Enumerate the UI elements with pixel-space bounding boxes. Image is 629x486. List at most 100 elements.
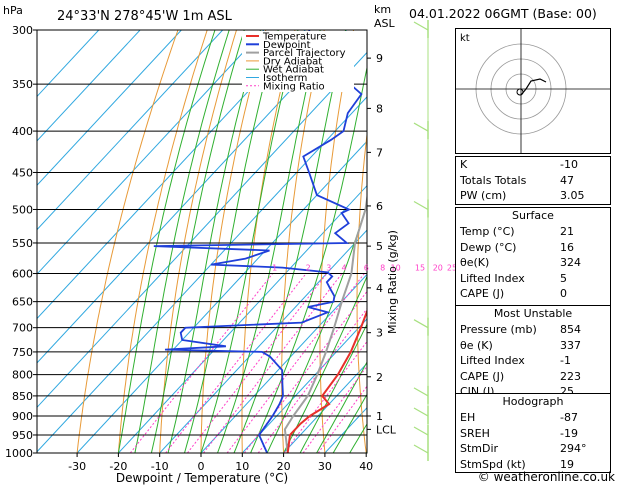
most-unstable-value: 854: [560, 323, 581, 336]
indices-rows: K -10 Totals Totals 47 PW (cm) 3.05: [456, 157, 610, 204]
isotherm-line: [241, 318, 367, 453]
wet-adiabat-line: [283, 275, 367, 453]
wind-barb-flag: [413, 444, 429, 454]
index-row: PW (cm) 3.05: [456, 188, 610, 204]
surface-value: 5: [560, 271, 567, 285]
most-unstable-title: Most Unstable: [493, 307, 573, 320]
hodograph: kt: [455, 28, 611, 154]
legend-entry: Temperature: [262, 32, 326, 43]
surface-label: Temp (°C): [460, 225, 515, 238]
most-unstable-label: θe (K): [460, 338, 493, 352]
wind-barb-flag: [413, 387, 429, 397]
wind-barb-flag: [413, 426, 429, 436]
dry-adiabat-line: [428, 30, 449, 453]
plot-frame: [36, 29, 368, 454]
pressure-tick-label: 1000: [5, 447, 33, 460]
hodograph-trace: [520, 78, 547, 96]
legend-entry: Wet Adiabat: [263, 65, 324, 76]
altitude-unit-label: ASL: [374, 17, 396, 30]
mixing-ratio-line: [165, 273, 307, 453]
hodograph-stat-value: -19: [560, 426, 578, 440]
wet-adiabat-line: [184, 30, 279, 453]
mixing-ratio-label: 6: [364, 264, 369, 273]
mixing-ratio-label: 4: [342, 264, 347, 273]
isotherm-line: [283, 362, 367, 453]
pressure-tick-label: 300: [12, 24, 33, 37]
most-unstable-label: CAPE (J): [460, 369, 505, 383]
most-unstable-value: 223: [560, 369, 581, 383]
axes: 3003504004505005506006507007508008509009…: [3, 3, 457, 485]
altitude-tick-label: 7: [376, 146, 383, 159]
altitude-tick-label: 6: [376, 200, 383, 213]
temperature-tick-label: 10: [235, 460, 249, 473]
dry-adiabat-line: [159, 30, 237, 453]
wind-barbs: [413, 20, 429, 461]
isotherm-line: [37, 30, 141, 142]
hodograph-stats-panel: Hodograph EH -87 SREH -19 StmDir 294° StmSpd (…: [455, 393, 611, 473]
surface-row: Lifted Index 5: [456, 271, 610, 287]
hodograph-stat-value: -87: [560, 411, 578, 424]
temperature-tick-label: -30: [68, 460, 86, 473]
altitude-unit-label: km: [374, 3, 391, 16]
pressure-tick-label: 450: [12, 166, 33, 179]
mixing-ratio-label: 2: [306, 264, 311, 273]
most-unstable-value: 337: [560, 338, 581, 352]
hodograph-stat-label: StmDir: [460, 442, 499, 455]
legend-box: [242, 31, 354, 92]
hodograph-unit-label: kt: [460, 33, 470, 44]
hodograph-stat-value: 294°: [560, 442, 587, 455]
mixing-ratio-label: 3: [326, 264, 331, 273]
dry-adiabat-line: [617, 30, 629, 453]
surface-rows: Temp (°C) 21 Dewp (°C) 16 θe(K) 324 Lifted Ind…: [456, 224, 610, 317]
most-unstable-label: Pressure (mb): [460, 323, 537, 336]
pressure-tick-label: 900: [12, 410, 33, 423]
indices-panel: K -10 Totals Totals 47 PW (cm) 3.05: [455, 156, 611, 205]
pressure-tick-label: 400: [12, 125, 33, 138]
mixing-ratio-label: 8: [380, 264, 385, 273]
index-value: 47: [560, 173, 574, 187]
temperature-tick-label: 40: [359, 460, 373, 473]
isotherm-line: [37, 30, 182, 186]
profiles: [153, 30, 367, 453]
surface-label: CAPE (J): [460, 287, 505, 300]
altitude-tick-label: 5: [376, 240, 383, 253]
pressure-tick-label: 550: [12, 237, 33, 250]
index-label: PW (cm): [460, 189, 507, 202]
index-label: Totals Totals: [460, 173, 527, 187]
hodograph-stats-title: Hodograph: [502, 395, 564, 408]
isotherm-line: [37, 30, 224, 231]
isotherm-line: [76, 140, 367, 453]
mixing-ratio-label: 10: [391, 264, 401, 273]
legend-entry: Isotherm: [263, 73, 307, 84]
hodograph-plot: kt: [456, 29, 610, 153]
most-unstable-value: -1: [560, 354, 571, 367]
temperature-profile: [286, 308, 367, 453]
hodograph-stat-row: EH -87: [456, 410, 610, 426]
most-unstable-row: Pressure (mb) 854: [456, 322, 610, 338]
most-unstable-row: CAPE (J) 223: [456, 369, 610, 385]
altitude-tick-label: 1: [376, 410, 383, 423]
hodograph-stat-row: StmSpd (kt) 19: [456, 457, 610, 473]
temperature-tick-label: 30: [318, 460, 332, 473]
dry-adiabat-line: [76, 30, 179, 453]
dewpoint-profile: [153, 30, 363, 453]
hodograph-stat-label: EH: [460, 411, 476, 424]
pressure-tick-label: 800: [12, 369, 33, 382]
dry-adiabat-line: [117, 30, 208, 453]
mixing-ratio-line: [187, 273, 328, 453]
legend-entry: Parcel Trajectory: [263, 48, 346, 59]
temperature-tick-label: 0: [198, 460, 205, 473]
surface-value: 0: [560, 287, 567, 300]
surface-row: θe(K) 324: [456, 255, 610, 271]
altitude-tick-label: 8: [376, 102, 383, 115]
hodograph-stat-label: SREH: [460, 426, 490, 440]
most-unstable-rows: Pressure (mb) 854 θe (K) 337 Lifted Index -1 C…: [456, 322, 610, 400]
isotherm-line: [37, 30, 265, 275]
mixing-ratio-line: [302, 365, 367, 453]
dry-adiabat-line: [319, 30, 355, 453]
hodograph-stats-rows: EH -87 SREH -19 StmDir 294° StmSpd (kt) 19: [456, 410, 610, 472]
background-lines: [37, 30, 629, 453]
wind-barb-flag: [413, 21, 429, 31]
